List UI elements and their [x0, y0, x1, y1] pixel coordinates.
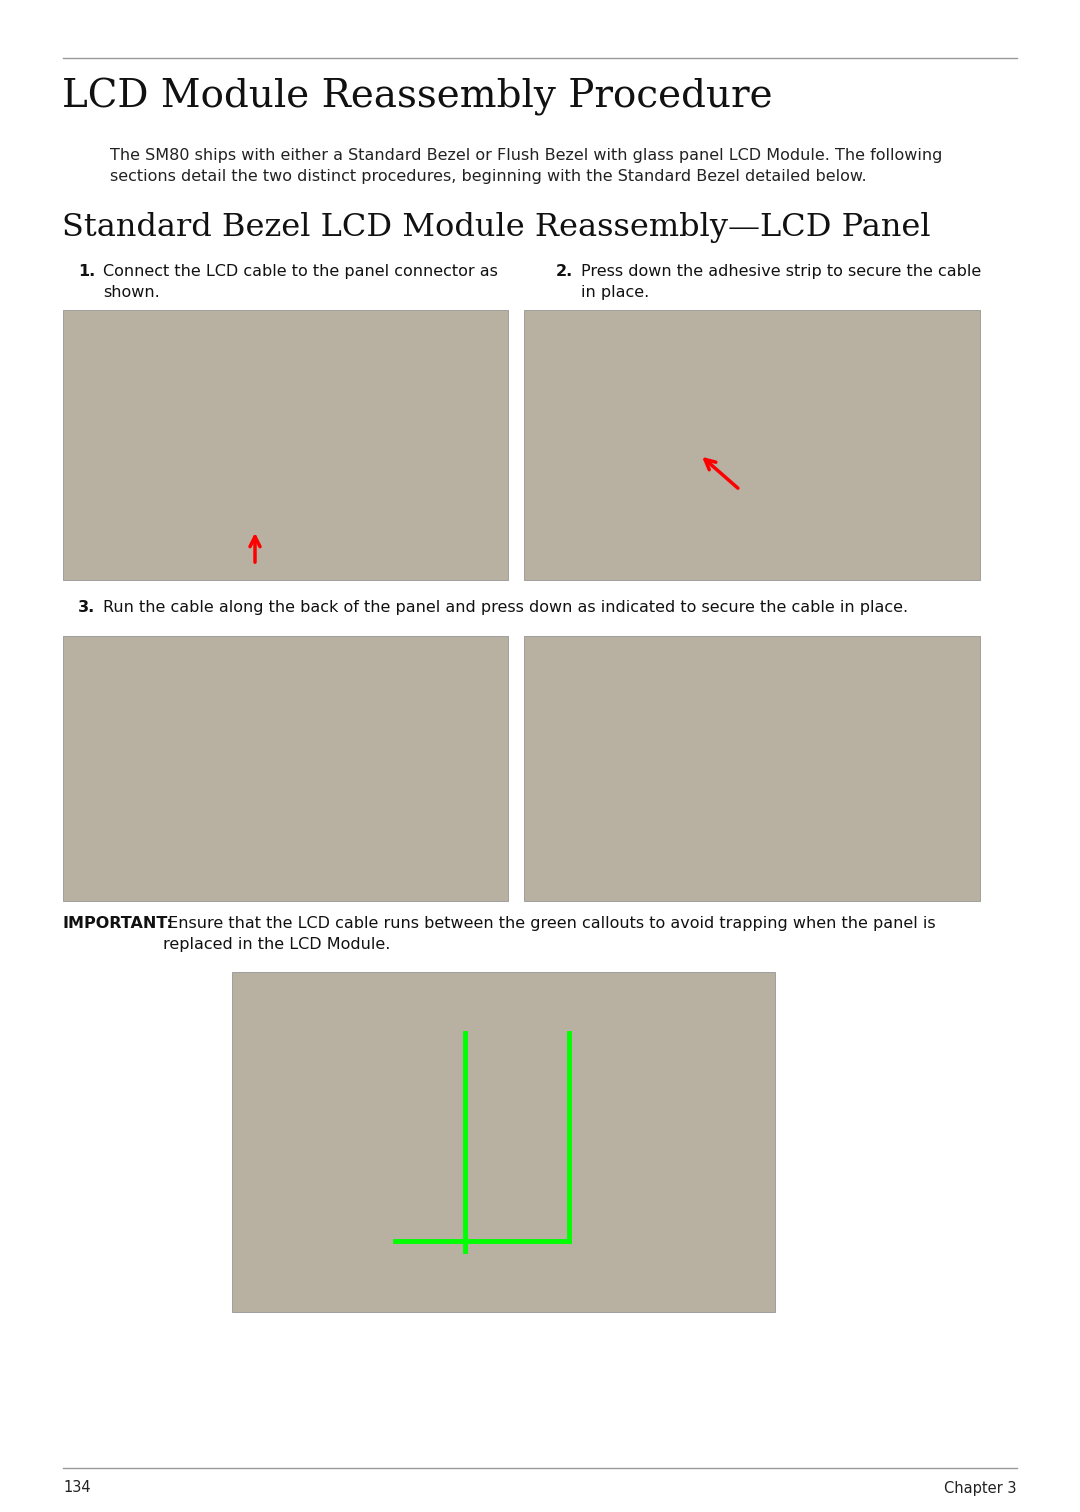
Text: 2.: 2.	[556, 265, 573, 280]
Text: LCD Module Reassembly Procedure: LCD Module Reassembly Procedure	[62, 79, 772, 116]
Text: Press down the adhesive strip to secure the cable
in place.: Press down the adhesive strip to secure …	[581, 265, 982, 299]
Text: 134: 134	[63, 1480, 91, 1495]
Text: Ensure that the LCD cable runs between the green callouts to avoid trapping when: Ensure that the LCD cable runs between t…	[163, 916, 935, 953]
Text: Standard Bezel LCD Module Reassembly—LCD Panel: Standard Bezel LCD Module Reassembly—LCD…	[62, 212, 931, 243]
Text: Connect the LCD cable to the panel connector as
shown.: Connect the LCD cable to the panel conne…	[103, 265, 498, 299]
Text: 1.: 1.	[78, 265, 95, 280]
Bar	[524, 637, 980, 901]
Text: Run the cable along the back of the panel and press down as indicated to secure : Run the cable along the back of the pane…	[103, 600, 908, 615]
Text: 3.: 3.	[78, 600, 95, 615]
Text: Chapter 3: Chapter 3	[945, 1480, 1017, 1495]
Bar	[63, 637, 508, 901]
Text: IMPORTANT:: IMPORTANT:	[63, 916, 174, 931]
Bar	[524, 310, 980, 581]
Bar	[232, 972, 775, 1312]
Text: The SM80 ships with either a Standard Bezel or Flush Bezel with glass panel LCD : The SM80 ships with either a Standard Be…	[110, 148, 943, 184]
Bar	[63, 310, 508, 581]
